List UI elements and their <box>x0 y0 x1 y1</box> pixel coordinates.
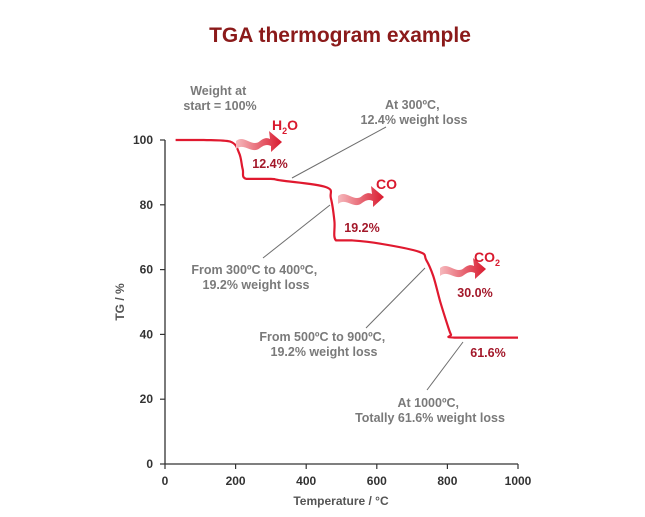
gas-release-3: CO2 <box>440 249 500 279</box>
tga-curve <box>175 138 518 339</box>
y-tick-label: 0 <box>146 457 153 471</box>
y-axis-label: TG / % <box>113 283 127 321</box>
x-tick-label: 1000 <box>505 474 532 488</box>
leader-range2 <box>365 267 426 329</box>
x-tick-label: 0 <box>162 474 169 488</box>
total-loss-label: 61.6% <box>470 346 505 360</box>
end-note: At 1000ºC, Totally 61.6% weight loss <box>355 396 505 425</box>
y-tick-label: 80 <box>140 198 154 212</box>
range1-note: From 300ºC to 400ºC, 19.2% weight loss <box>191 263 320 292</box>
chart-title: TGA thermogram example <box>209 24 471 47</box>
loss-2-label: 19.2% <box>344 221 379 235</box>
gas-release-2: CO <box>338 176 397 207</box>
x-tick-label: 800 <box>437 474 457 488</box>
wave-arrow-icon <box>236 131 282 152</box>
loss-3-label: 30.0% <box>457 286 492 300</box>
gas-label-h2o: H2O <box>272 117 298 136</box>
at300-note: At 300ºC, 12.4% weight loss <box>361 98 468 127</box>
y-ticks: 0 20 40 60 80 100 <box>133 133 165 471</box>
leader-end <box>426 341 464 391</box>
loss-1-label: 12.4% <box>252 157 287 171</box>
y-tick-label: 100 <box>133 133 153 147</box>
gas-release-1: H2O <box>236 117 298 152</box>
gas-label-co: CO <box>376 176 397 192</box>
x-tick-label: 400 <box>296 474 316 488</box>
range2-note: From 500ºC to 900ºC, 19.2% weight loss <box>259 330 388 359</box>
leader-range1 <box>262 204 331 259</box>
x-tick-label: 200 <box>226 474 246 488</box>
x-tick-label: 600 <box>367 474 387 488</box>
wave-arrow-icon <box>338 186 384 207</box>
y-tick-label: 60 <box>140 263 154 277</box>
wave-arrow-icon <box>440 258 486 279</box>
x-ticks: 0 200 400 600 800 1000 <box>162 464 532 488</box>
y-tick-label: 20 <box>140 392 154 406</box>
axes <box>164 140 518 465</box>
y-tick-label: 40 <box>140 327 154 341</box>
leader-at300 <box>291 126 387 179</box>
gas-label-co2: CO2 <box>474 249 500 268</box>
start-note: Weight at start = 100% <box>183 84 256 113</box>
x-axis-label: Temperature / °C <box>293 494 389 508</box>
